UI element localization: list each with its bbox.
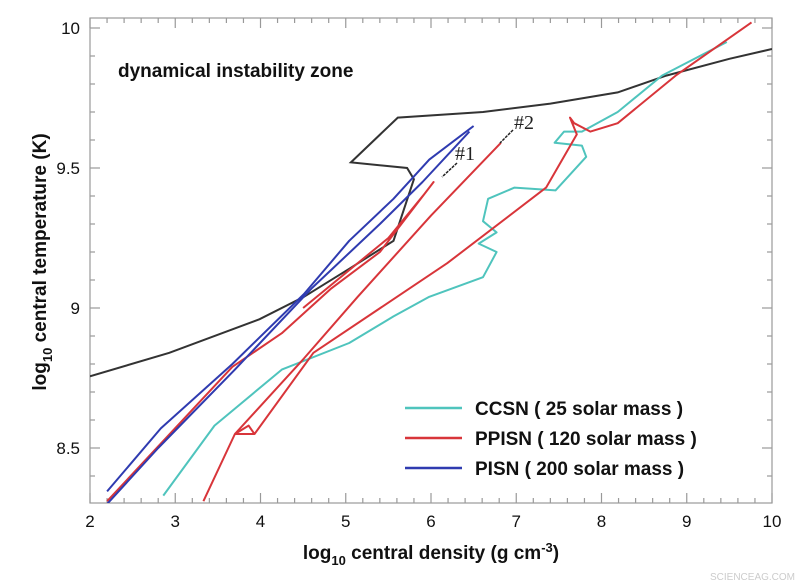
x-tick-label: 2 (85, 512, 94, 531)
annotation-2-arrow (499, 129, 514, 144)
y-tick-label: 9 (71, 299, 80, 318)
legend-label-ppisn: PPISN ( 120 solar mass ) (475, 429, 697, 450)
annotation-1-arrow (441, 162, 458, 178)
ppisn-track-line (253, 21, 753, 435)
x-tick-label: 10 (763, 512, 782, 531)
x-tick-label: 7 (512, 512, 521, 531)
y-tick-label: 9.5 (56, 159, 80, 178)
y-tick-label: 10 (61, 19, 80, 38)
pisn-track-line (106, 125, 475, 493)
ppisn-track-line (234, 424, 256, 435)
x-tick-label: 6 (426, 512, 435, 531)
annotation-2: #2 (514, 112, 534, 134)
legend-label-pisn: PISN ( 200 solar mass ) (475, 459, 684, 480)
annotation-1: #1 (455, 143, 475, 165)
x-axis-title: log10 central density (g cm-3) (303, 540, 559, 568)
instability-zone-label: dynamical instability zone (118, 61, 353, 82)
x-tick-label: 9 (682, 512, 691, 531)
y-tick-label: 8.5 (56, 439, 80, 458)
ppisn-track-line (202, 142, 502, 502)
legend: CCSN ( 25 solar mass ) PPISN ( 120 solar … (405, 399, 697, 480)
ccsn-track-line (162, 41, 728, 497)
legend-label-ccsn: CCSN ( 25 solar mass ) (475, 399, 683, 420)
axis-ticks (89, 18, 773, 503)
curves (90, 21, 772, 503)
watermark: SCIENCEAG.COM (710, 572, 795, 583)
tick-labels: 2 3 4 5 6 7 8 9 10 8.5 9 9.5 10 (56, 19, 781, 531)
x-tick-label: 8 (597, 512, 606, 531)
pisn-track-line (106, 130, 471, 503)
y-axis-title: log10 central temperature (K) (30, 133, 55, 390)
x-tick-label: 4 (256, 512, 265, 531)
x-tick-label: 3 (171, 512, 180, 531)
instability-boundary-line (90, 48, 772, 378)
x-tick-label: 5 (341, 512, 350, 531)
ppisn-track-line (106, 181, 435, 502)
